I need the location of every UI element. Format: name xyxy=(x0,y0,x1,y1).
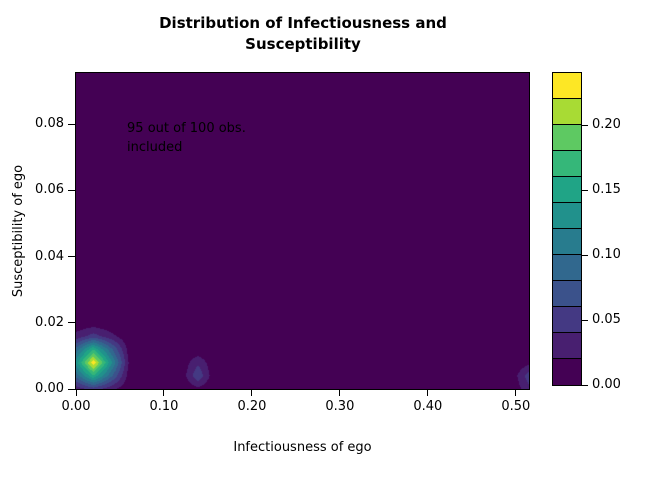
colorbar-band xyxy=(553,307,581,333)
colorbar-tick-label: 0.00 xyxy=(592,377,621,392)
y-tick-label: 0.00 xyxy=(35,381,64,396)
x-axis-label: Infectiousness of ego xyxy=(233,440,372,455)
annotation-line1: 95 out of 100 obs. xyxy=(127,121,246,137)
colorbar-tick-label: 0.15 xyxy=(592,182,621,197)
y-tick-label: 0.08 xyxy=(35,116,64,132)
colorbar-tick-label: 0.10 xyxy=(592,247,621,262)
chart-title: Distribution of Infectiousness and Susce… xyxy=(75,13,531,55)
colorbar-band xyxy=(553,99,581,125)
plot-annotation: 95 out of 100 obs. included xyxy=(127,119,246,157)
colorbar-tick-label: 0.20 xyxy=(592,117,621,132)
colorbar-band xyxy=(553,359,581,385)
colorbar-tick xyxy=(582,124,588,126)
colorbar-tick xyxy=(582,319,588,321)
plot-area: 95 out of 100 obs. included xyxy=(75,72,530,390)
x-tick-label: 0.50 xyxy=(501,399,531,414)
annotation-line2: included xyxy=(127,140,183,156)
colorbar-tick xyxy=(582,254,588,256)
colorbar-band xyxy=(553,151,581,177)
x-tick xyxy=(163,390,165,396)
colorbar-band xyxy=(553,177,581,203)
colorbar-band xyxy=(553,229,581,255)
colorbar-band xyxy=(553,281,581,307)
y-tick xyxy=(68,123,75,125)
x-tick-label: 0.20 xyxy=(237,399,267,414)
y-axis-label: Susceptibility of ego xyxy=(11,164,26,298)
colorbar-band xyxy=(553,203,581,229)
colorbar-tick-label: 0.05 xyxy=(592,312,621,327)
y-tick-label: 0.04 xyxy=(35,248,64,264)
x-tick xyxy=(515,390,517,396)
colorbar-band xyxy=(553,73,581,99)
x-tick-label: 0.00 xyxy=(61,399,91,414)
colorbar-band xyxy=(553,255,581,281)
x-tick-label: 0.40 xyxy=(413,399,443,414)
x-tick xyxy=(251,390,253,396)
y-tick xyxy=(68,189,75,191)
colorbar-tick xyxy=(582,189,588,191)
chart-title-line2: Susceptibility xyxy=(245,35,361,53)
colorbar-band xyxy=(553,125,581,151)
y-tick-label: 0.02 xyxy=(35,314,64,330)
y-tick xyxy=(68,388,75,390)
x-tick xyxy=(339,390,341,396)
x-tick-label: 0.30 xyxy=(325,399,355,414)
colorbar xyxy=(552,72,582,386)
colorbar-tick xyxy=(582,384,588,386)
colorbar-band xyxy=(553,333,581,359)
y-tick xyxy=(68,322,75,324)
x-tick xyxy=(75,390,77,396)
contour-canvas xyxy=(76,73,529,389)
x-tick-label: 0.10 xyxy=(149,399,179,414)
y-tick xyxy=(68,256,75,258)
chart-title-line1: Distribution of Infectiousness and xyxy=(159,14,447,32)
y-tick-label: 0.06 xyxy=(35,182,64,198)
x-tick xyxy=(427,390,429,396)
